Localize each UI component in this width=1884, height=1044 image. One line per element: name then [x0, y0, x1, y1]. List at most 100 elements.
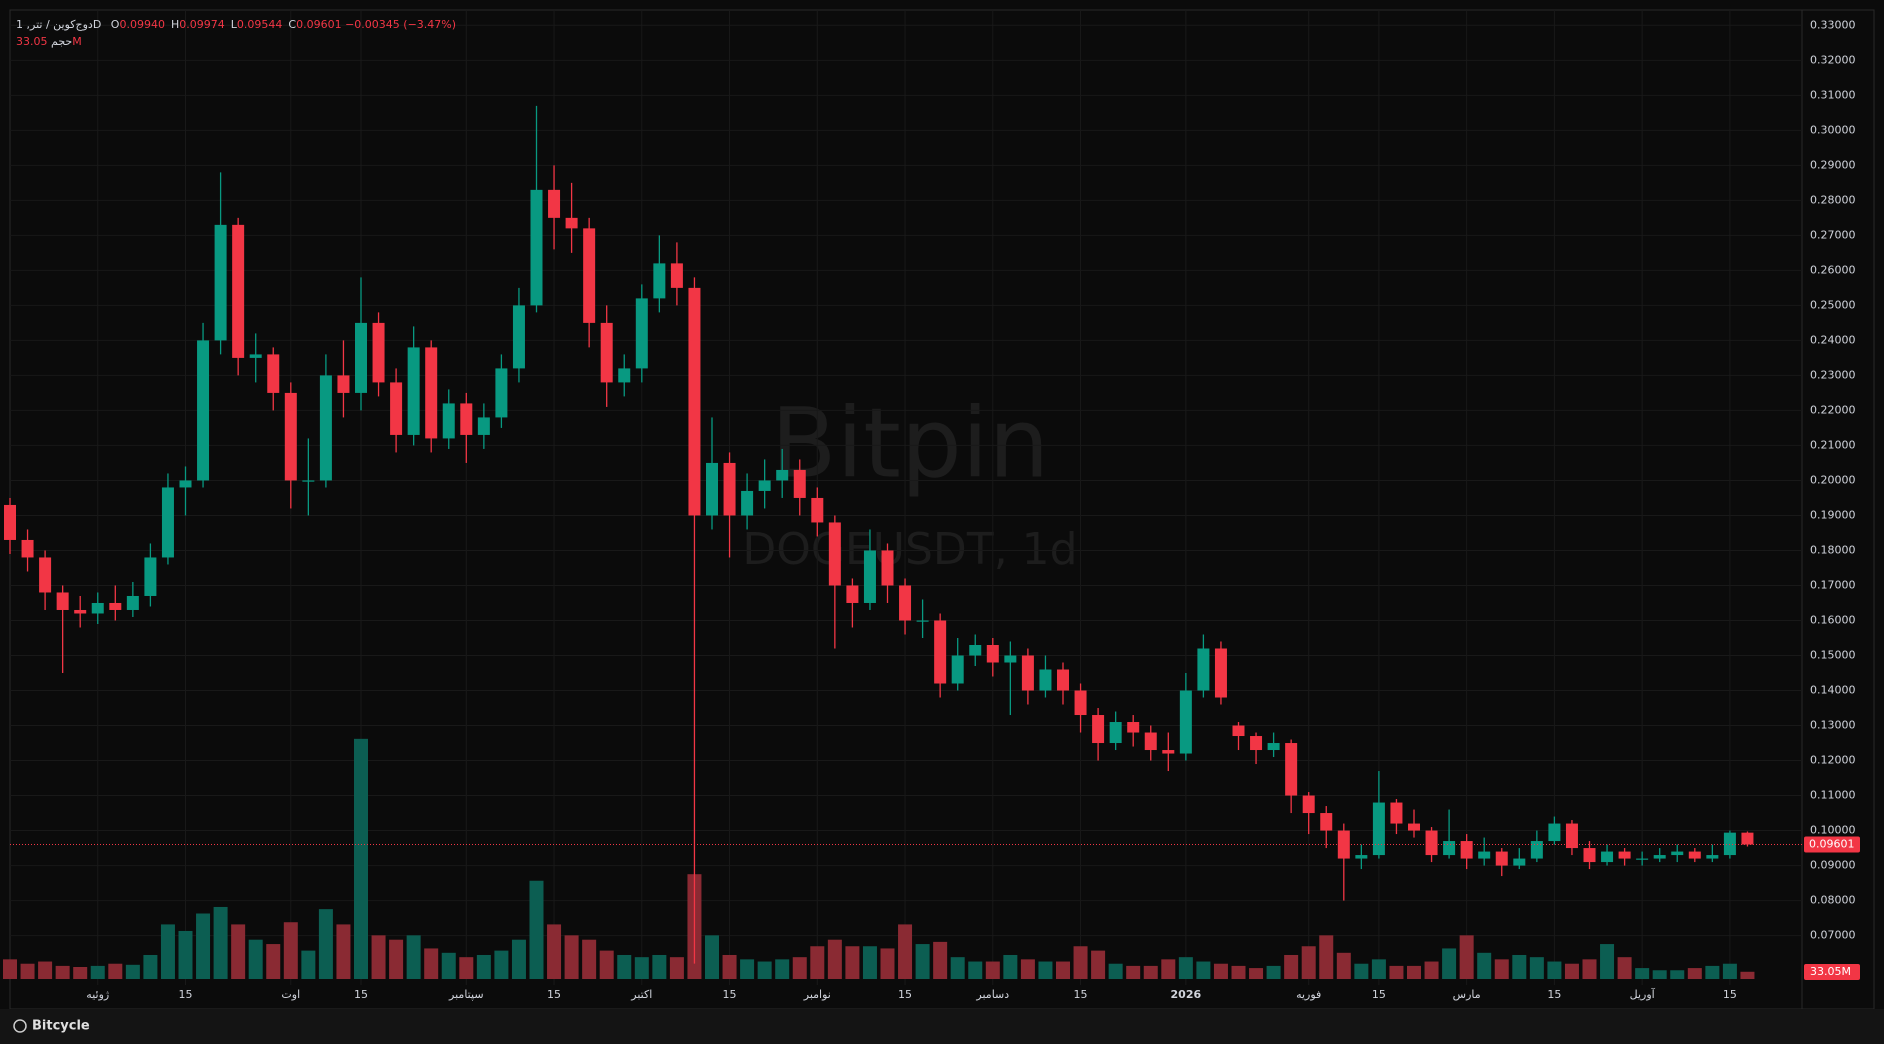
volume-bar: [547, 924, 562, 979]
y-tick-label: 0.11000: [1810, 789, 1856, 802]
candle-body: [653, 263, 666, 299]
x-tick-label: سپتامبر: [448, 988, 484, 1001]
y-tick-label: 0.16000: [1810, 613, 1856, 626]
candle-body: [1513, 858, 1526, 866]
volume-bar: [178, 930, 193, 979]
y-tick-label: 0.18000: [1810, 543, 1856, 556]
candle-body: [758, 480, 771, 491]
candle-body: [1109, 722, 1122, 744]
volume-bar: [1705, 965, 1720, 979]
volume-bar: [476, 954, 491, 979]
legend-value: 0.09974: [179, 18, 225, 31]
volume-bar: [266, 944, 281, 979]
candle-body: [302, 480, 315, 482]
candle-body: [1618, 851, 1631, 859]
y-tick-label: 0.27000: [1810, 228, 1856, 241]
footer-brand[interactable]: Bitcycle: [32, 1019, 90, 1034]
legend-value: 0.09940: [119, 18, 165, 31]
volume-bar: [1687, 968, 1702, 979]
price-tag: 0.09601: [1809, 838, 1855, 851]
candle-body: [1214, 648, 1227, 698]
x-tick-label: اکتبر: [630, 988, 652, 1001]
volume-bar: [529, 880, 544, 979]
y-tick-label: 0.20000: [1810, 473, 1856, 486]
x-tick-label: نوامبر: [803, 988, 831, 1001]
candle-body: [899, 585, 912, 621]
watermark-symbol: DOGEUSDT, 1d: [742, 524, 1077, 575]
candle-body: [548, 189, 561, 218]
y-tick-label: 0.19000: [1810, 508, 1856, 521]
volume-bar: [1424, 961, 1439, 979]
volume-bar: [38, 961, 53, 979]
candle-body: [21, 539, 34, 558]
volume-bar: [1231, 965, 1246, 979]
volume: [3, 738, 1755, 979]
y-tick-label: 0.17000: [1810, 578, 1856, 591]
candle-body: [1460, 841, 1473, 859]
volume-bar: [1319, 935, 1334, 979]
candle-body: [1408, 823, 1420, 831]
footer-bar: [0, 1009, 1884, 1044]
footer-icon: [13, 1019, 27, 1033]
candle-body: [249, 354, 262, 358]
legend-value: 0.09601: [296, 18, 342, 31]
y-tick-label: 0.29000: [1810, 158, 1856, 171]
candle-body: [706, 462, 718, 516]
volume-bar: [722, 954, 737, 979]
candle-body: [1127, 722, 1140, 733]
x-tick-label: دسامبر: [975, 988, 1009, 1001]
candle-body: [337, 375, 350, 393]
x-tick-label: آوریل: [1630, 987, 1656, 1001]
candle-body: [477, 417, 490, 435]
candle-body: [1671, 851, 1684, 856]
candle-body: [4, 504, 16, 540]
x-tick-label: 15: [547, 988, 561, 1001]
candle-body: [1372, 802, 1385, 856]
volume-bar: [1617, 957, 1632, 979]
volume-bar: [915, 944, 930, 979]
candle-body: [39, 557, 52, 593]
x-tick-label: 15: [723, 988, 737, 1001]
volume-bar: [3, 959, 17, 979]
x-tick-label: 2026: [1171, 988, 1202, 1001]
y-tick-label: 0.25000: [1810, 298, 1856, 311]
candle-body: [1320, 813, 1333, 831]
volume-bar: [108, 963, 123, 979]
candle-body: [828, 522, 841, 586]
volume-bar: [511, 939, 526, 979]
volume-bar: [862, 946, 877, 979]
candle-body: [1478, 851, 1491, 859]
candle-body: [1179, 690, 1192, 754]
volume-bar: [20, 963, 35, 979]
volume-bar: [125, 964, 140, 979]
candle-body: [951, 655, 964, 684]
y-tick-label: 0.23000: [1810, 368, 1856, 381]
volume-bar: [1249, 968, 1264, 979]
volume-label: حجم: [51, 35, 73, 48]
volume-bar: [1459, 935, 1474, 979]
volume-bar: [669, 957, 684, 979]
volume-bar: [652, 954, 667, 979]
volume-bar: [371, 935, 386, 979]
volume-bar: [143, 954, 158, 979]
candle-body: [109, 602, 122, 610]
y-tick-label: 0.28000: [1810, 193, 1856, 206]
legend-row: دوج‌کوین / تتر, 1D O0.09940 H0.09974 L0.09…: [16, 16, 456, 33]
volume-bar: [1301, 946, 1316, 979]
volume-bar: [196, 913, 211, 979]
candle-body: [723, 462, 736, 516]
volume-bar: [160, 924, 175, 979]
volume-bar: [1582, 959, 1597, 979]
y-tick-label: 0.08000: [1810, 894, 1856, 907]
legend: دوج‌کوین / تتر, 1D O0.09940 H0.09974 L0.09…: [16, 16, 456, 50]
candle-body: [1355, 855, 1368, 859]
candle-body: [1144, 732, 1157, 751]
candle-body: [863, 550, 876, 603]
candle-body: [56, 592, 69, 610]
volume-bar: [1161, 959, 1176, 979]
candle-body: [74, 609, 87, 614]
candle-body: [1688, 851, 1701, 859]
candle-body: [583, 228, 596, 323]
volume-bar: [55, 965, 70, 979]
